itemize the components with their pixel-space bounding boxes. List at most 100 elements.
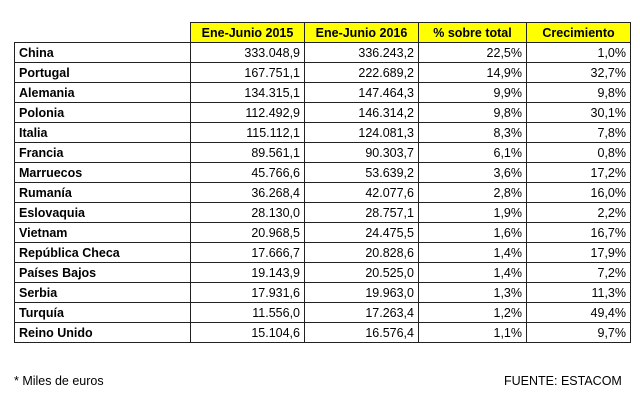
table-body: China 333.048,9 336.243,2 22,5% 1,0% Portugal… xyxy=(14,42,631,343)
country-cell: Alemania xyxy=(14,82,191,103)
country-cell: Francia xyxy=(14,142,191,163)
value-2016-cell: 19.963,0 xyxy=(304,282,419,303)
share-cell: 8,3% xyxy=(418,122,527,143)
table-row: Reino Unido 15.104,6 16.576,4 1,1% 9,7% xyxy=(14,322,631,343)
growth-cell: 7,8% xyxy=(526,122,631,143)
country-cell: Reino Unido xyxy=(14,322,191,343)
table-row: Marruecos 45.766,6 53.639,2 3,6% 17,2% xyxy=(14,162,631,183)
country-cell: China xyxy=(14,42,191,63)
country-cell: Marruecos xyxy=(14,162,191,183)
growth-cell: 9,8% xyxy=(526,82,631,103)
value-2015-cell: 89.561,1 xyxy=(190,142,305,163)
table-row: República Checa 17.666,7 20.828,6 1,4% 17,9% xyxy=(14,242,631,263)
growth-cell: 2,2% xyxy=(526,202,631,223)
table-row: Rumanía 36.268,4 42.077,6 2,8% 16,0% xyxy=(14,182,631,203)
country-cell: Vietnam xyxy=(14,222,191,243)
growth-cell: 17,2% xyxy=(526,162,631,183)
value-2015-cell: 134.315,1 xyxy=(190,82,305,103)
value-2015-cell: 112.492,9 xyxy=(190,102,305,123)
growth-cell: 11,3% xyxy=(526,282,631,303)
country-cell: República Checa xyxy=(14,242,191,263)
share-cell: 1,4% xyxy=(418,262,527,283)
table-row: Eslovaquia 28.130,0 28.757,1 1,9% 2,2% xyxy=(14,202,631,223)
value-2016-cell: 147.464,3 xyxy=(304,82,419,103)
value-2015-cell: 45.766,6 xyxy=(190,162,305,183)
header-2015: Ene-Junio 2015 xyxy=(190,22,305,43)
growth-cell: 16,0% xyxy=(526,182,631,203)
share-cell: 1,6% xyxy=(418,222,527,243)
table-row: Alemania 134.315,1 147.464,3 9,9% 9,8% xyxy=(14,82,631,103)
value-2015-cell: 17.931,6 xyxy=(190,282,305,303)
share-cell: 1,3% xyxy=(418,282,527,303)
table-row: Países Bajos 19.143,9 20.525,0 1,4% 7,2% xyxy=(14,262,631,283)
value-2015-cell: 115.112,1 xyxy=(190,122,305,143)
country-cell: Polonia xyxy=(14,102,191,123)
country-cell: Turquía xyxy=(14,302,191,323)
table-row: China 333.048,9 336.243,2 22,5% 1,0% xyxy=(14,42,631,63)
country-cell: Eslovaquia xyxy=(14,202,191,223)
header-growth: Crecimiento xyxy=(526,22,631,43)
growth-cell: 0,8% xyxy=(526,142,631,163)
value-2015-cell: 167.751,1 xyxy=(190,62,305,83)
country-cell: Italia xyxy=(14,122,191,143)
header-share: % sobre total xyxy=(418,22,527,43)
growth-cell: 7,2% xyxy=(526,262,631,283)
value-2015-cell: 17.666,7 xyxy=(190,242,305,263)
share-cell: 6,1% xyxy=(418,142,527,163)
corner-cell xyxy=(14,22,191,43)
export-table: Ene-Junio 2015 Ene-Junio 2016 % sobre to… xyxy=(14,22,631,343)
share-cell: 1,2% xyxy=(418,302,527,323)
value-2016-cell: 124.081,3 xyxy=(304,122,419,143)
table-row: Portugal 167.751,1 222.689,2 14,9% 32,7% xyxy=(14,62,631,83)
value-2016-cell: 24.475,5 xyxy=(304,222,419,243)
value-2016-cell: 20.525,0 xyxy=(304,262,419,283)
value-2015-cell: 28.130,0 xyxy=(190,202,305,223)
growth-cell: 49,4% xyxy=(526,302,631,323)
footnote: * Miles de euros xyxy=(14,374,104,388)
growth-cell: 17,9% xyxy=(526,242,631,263)
growth-cell: 1,0% xyxy=(526,42,631,63)
share-cell: 9,8% xyxy=(418,102,527,123)
share-cell: 3,6% xyxy=(418,162,527,183)
value-2015-cell: 333.048,9 xyxy=(190,42,305,63)
growth-cell: 32,7% xyxy=(526,62,631,83)
value-2016-cell: 20.828,6 xyxy=(304,242,419,263)
value-2016-cell: 42.077,6 xyxy=(304,182,419,203)
header-2016: Ene-Junio 2016 xyxy=(304,22,419,43)
table-row: Serbia 17.931,6 19.963,0 1,3% 11,3% xyxy=(14,282,631,303)
value-2016-cell: 90.303,7 xyxy=(304,142,419,163)
value-2015-cell: 20.968,5 xyxy=(190,222,305,243)
table-row: Francia 89.561,1 90.303,7 6,1% 0,8% xyxy=(14,142,631,163)
value-2015-cell: 36.268,4 xyxy=(190,182,305,203)
value-2016-cell: 17.263,4 xyxy=(304,302,419,323)
table-row: Turquía 11.556,0 17.263,4 1,2% 49,4% xyxy=(14,302,631,323)
value-2016-cell: 336.243,2 xyxy=(304,42,419,63)
share-cell: 14,9% xyxy=(418,62,527,83)
share-cell: 1,9% xyxy=(418,202,527,223)
country-cell: Serbia xyxy=(14,282,191,303)
growth-cell: 16,7% xyxy=(526,222,631,243)
country-cell: Países Bajos xyxy=(14,262,191,283)
value-2015-cell: 11.556,0 xyxy=(190,302,305,323)
growth-cell: 9,7% xyxy=(526,322,631,343)
value-2016-cell: 222.689,2 xyxy=(304,62,419,83)
share-cell: 9,9% xyxy=(418,82,527,103)
value-2016-cell: 28.757,1 xyxy=(304,202,419,223)
country-cell: Portugal xyxy=(14,62,191,83)
share-cell: 2,8% xyxy=(418,182,527,203)
value-2016-cell: 146.314,2 xyxy=(304,102,419,123)
share-cell: 22,5% xyxy=(418,42,527,63)
country-cell: Rumanía xyxy=(14,182,191,203)
table-row: Vietnam 20.968,5 24.475,5 1,6% 16,7% xyxy=(14,222,631,243)
source-label: FUENTE: ESTACOM xyxy=(504,374,622,388)
header-row: Ene-Junio 2015 Ene-Junio 2016 % sobre to… xyxy=(14,22,631,43)
value-2015-cell: 19.143,9 xyxy=(190,262,305,283)
value-2016-cell: 53.639,2 xyxy=(304,162,419,183)
share-cell: 1,1% xyxy=(418,322,527,343)
share-cell: 1,4% xyxy=(418,242,527,263)
value-2015-cell: 15.104,6 xyxy=(190,322,305,343)
table-row: Italia 115.112,1 124.081,3 8,3% 7,8% xyxy=(14,122,631,143)
table-row: Polonia 112.492,9 146.314,2 9,8% 30,1% xyxy=(14,102,631,123)
growth-cell: 30,1% xyxy=(526,102,631,123)
value-2016-cell: 16.576,4 xyxy=(304,322,419,343)
